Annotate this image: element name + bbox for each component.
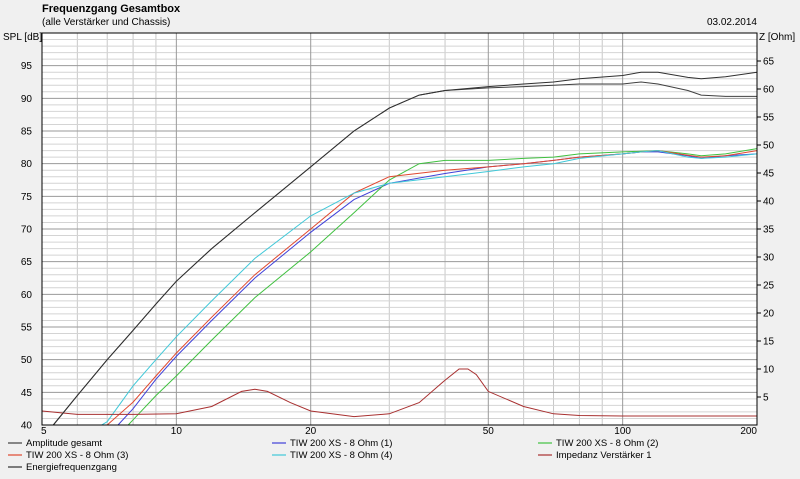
y2-tick-label: 65 [763, 57, 775, 68]
legend-entry: Impedanz Verstärker 1 [556, 450, 652, 461]
y2-tick-label: 55 [763, 113, 775, 124]
y2-tick-label: 60 [763, 85, 775, 96]
legend-entry: TIW 200 XS - 8 Ohm (3) [26, 450, 128, 461]
x-tick-label: 50 [483, 426, 495, 437]
grid-major [42, 33, 757, 425]
x-tick-labels: 5 10 20 50 100 200 [41, 426, 757, 437]
y-tick-label: 70 [21, 225, 33, 236]
y-tick-label: 95 [21, 61, 33, 72]
y2-tick-label: 40 [763, 197, 775, 208]
y-tick-labels: 40 45 50 55 60 65 70 75 80 85 90 95 [21, 61, 33, 431]
chart-date: 03.02.2014 [707, 17, 757, 28]
y2-tick-label: 45 [763, 169, 775, 180]
y2-axis-label: Z [Ohm] [759, 32, 795, 43]
legend-entry: TIW 200 XS - 8 Ohm (1) [290, 438, 392, 449]
legend-entry: TIW 200 XS - 8 Ohm (4) [290, 450, 392, 461]
y-tick-label: 60 [21, 290, 33, 301]
y-tick-label: 55 [21, 323, 33, 334]
y2-tick-label: 25 [763, 281, 775, 292]
x-tick-label: 5 [41, 426, 47, 437]
y2-tick-label: 20 [763, 309, 775, 320]
y-tick-label: 85 [21, 127, 33, 138]
x-tick-label: 20 [305, 426, 317, 437]
y2-tick-label: 15 [763, 337, 775, 348]
y-tick-label: 90 [21, 94, 33, 105]
y-tick-label: 65 [21, 257, 33, 268]
x-tick-label: 100 [614, 426, 631, 437]
legend: Amplitude gesamt TIW 200 XS - 8 Ohm (1) TI… [8, 438, 658, 473]
legend-entry: TIW 200 XS - 8 Ohm (2) [556, 438, 658, 449]
series-layer [41, 71, 758, 426]
y2-tick-label: 50 [763, 141, 775, 152]
y2-tick-labels: 5 10 15 20 25 30 35 40 45 50 55 60 65 [757, 57, 775, 404]
chart-subtitle: (alle Verstärker und Chassis) [42, 17, 170, 28]
series-line-7 [52, 71, 758, 426]
y2-tick-label: 10 [763, 365, 775, 376]
y-tick-label: 45 [21, 388, 33, 399]
y2-tick-label: 35 [763, 225, 775, 236]
y-tick-label: 40 [21, 421, 33, 432]
x-tick-label: 200 [740, 426, 757, 437]
series-line-5 [101, 150, 758, 426]
y2-tick-label: 5 [763, 393, 769, 404]
chart-title: Frequenzgang Gesamtbox [42, 3, 181, 15]
series-line-4 [106, 150, 758, 426]
legend-entry: Amplitude gesamt [26, 438, 102, 449]
series-line-6 [41, 368, 757, 418]
series-line-3 [127, 148, 758, 426]
legend-entry: Energiefrequenzgang [26, 462, 117, 473]
y2-tick-label: 30 [763, 253, 775, 264]
x-tick-label: 10 [171, 426, 183, 437]
y-tick-label: 80 [21, 159, 33, 170]
y-tick-label: 50 [21, 355, 33, 366]
y-axis-label: SPL [dB] [3, 32, 42, 43]
y-tick-label: 75 [21, 192, 33, 203]
